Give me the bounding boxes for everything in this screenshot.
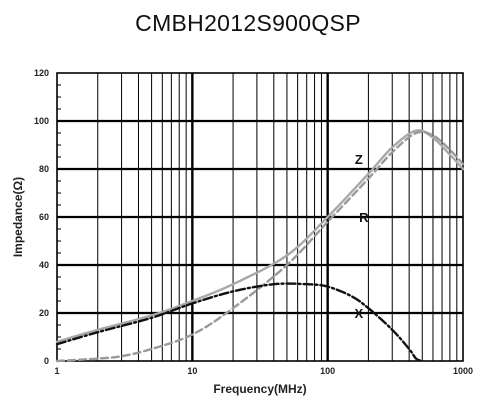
x-tick-label: 10 [187, 366, 197, 376]
y-tick-label: 0 [44, 356, 49, 366]
y-tick-label: 60 [39, 212, 49, 222]
y-tick-label: 20 [39, 308, 49, 318]
y-tick-label: 100 [34, 116, 49, 126]
y-tick-label: 80 [39, 164, 49, 174]
y-axis-label: Impedance(Ω) [11, 177, 25, 257]
grid [57, 73, 463, 361]
series-labels: Z R X [355, 152, 370, 321]
x-tick-label: 1 [54, 366, 59, 376]
series-label-x: X [355, 306, 364, 321]
plot-border [56, 72, 464, 362]
series-label-z: Z [355, 152, 363, 167]
x-tick-label: 1000 [453, 366, 473, 376]
y-tick-label: 40 [39, 260, 49, 270]
y-tick-label: 120 [34, 68, 49, 78]
series-lines [55, 129, 465, 363]
series-line-r [55, 130, 465, 363]
series-line-z [55, 129, 465, 343]
x-tick-label: 100 [320, 366, 335, 376]
chart-title: CMBH2012S900QSP [135, 10, 361, 36]
series-label-r: R [359, 210, 369, 225]
x-axis-label: Frequency(MHz) [213, 382, 306, 396]
series-line-x [55, 282, 424, 363]
plot-frame [56, 72, 464, 362]
